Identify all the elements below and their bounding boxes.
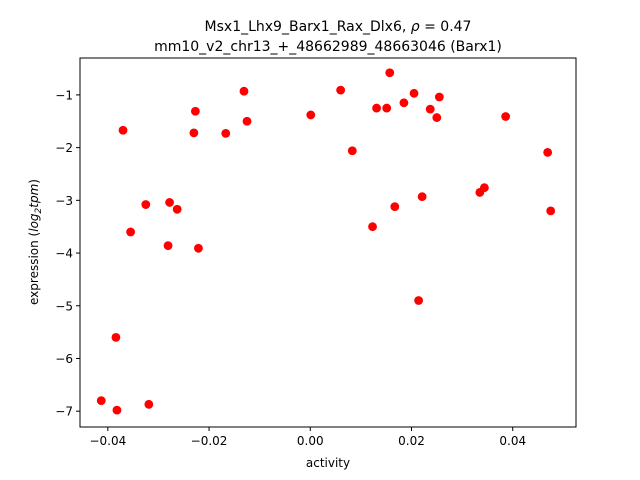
y-axis: −7 −6 −5 −4 −3 −2 −1 xyxy=(55,88,80,419)
data-point xyxy=(111,332,121,342)
ylabel-sub: 2 xyxy=(34,207,44,213)
data-point xyxy=(434,92,444,102)
title-text: Msx1_Lhx9_Barx1_Rax_Dlx6, xyxy=(205,19,411,35)
x-axis: −0.04 −0.02 0.00 0.02 0.04 xyxy=(89,427,526,448)
data-point xyxy=(118,125,128,135)
x-tick-label: 0.00 xyxy=(297,434,324,448)
y-tick-label: −5 xyxy=(55,299,73,313)
data-point xyxy=(409,88,419,98)
y-tick-label: −4 xyxy=(55,247,73,261)
y-tick-label: −6 xyxy=(55,352,73,366)
chart-title-line2: mm10_v2_chr13_+_48662989_48663046 (Barx1… xyxy=(154,39,502,55)
data-point xyxy=(501,112,511,121)
data-point xyxy=(543,147,553,157)
y-tick-label: −3 xyxy=(55,194,73,208)
data-point xyxy=(432,113,442,122)
plot-area xyxy=(96,68,556,415)
data-point xyxy=(96,396,106,406)
data-point xyxy=(546,206,556,216)
data-point xyxy=(112,405,122,415)
chart-title-line1: Msx1_Lhx9_Barx1_Rax_Dlx6, ρ = 0.47 xyxy=(205,19,472,35)
ylabel-prefix: expression ( xyxy=(27,232,41,305)
axes-frame xyxy=(79,57,577,428)
data-point xyxy=(336,85,346,95)
y-tick-label: −7 xyxy=(55,405,73,419)
x-tick-label: −0.02 xyxy=(191,434,228,448)
x-tick-label: 0.04 xyxy=(499,434,526,448)
data-point xyxy=(141,200,151,209)
data-point xyxy=(126,227,136,237)
data-point xyxy=(163,241,173,251)
data-point xyxy=(399,98,409,108)
data-point xyxy=(194,243,203,253)
title-rho-value: = 0.47 xyxy=(420,19,472,35)
x-axis-label: activity xyxy=(306,456,350,470)
data-point xyxy=(347,146,357,156)
x-tick-label: 0.02 xyxy=(398,434,425,448)
data-point xyxy=(414,296,423,305)
data-point xyxy=(172,204,182,214)
data-point xyxy=(239,86,249,96)
data-point xyxy=(242,116,252,126)
y-tick-label: −1 xyxy=(55,88,73,102)
data-point xyxy=(190,106,200,116)
data-point xyxy=(165,198,174,207)
data-point xyxy=(368,222,377,232)
data-point xyxy=(425,104,435,114)
ylabel-suffix: ) xyxy=(27,179,41,184)
data-point xyxy=(306,110,316,120)
ylabel-log: log xyxy=(27,213,41,232)
y-axis-label: expression (log2tpm) xyxy=(27,179,44,305)
data-point xyxy=(385,68,395,78)
data-point xyxy=(221,128,231,138)
ylabel-tpm: tpm xyxy=(27,184,41,208)
data-point xyxy=(189,128,199,138)
y-tick-label: −2 xyxy=(55,141,73,155)
data-point xyxy=(372,103,381,113)
x-tick-label: −0.04 xyxy=(89,434,126,448)
data-point xyxy=(479,183,489,193)
data-point xyxy=(382,103,392,113)
data-point xyxy=(144,399,154,409)
title-rho: ρ xyxy=(411,19,420,35)
data-point xyxy=(417,192,427,202)
data-point xyxy=(390,202,400,212)
